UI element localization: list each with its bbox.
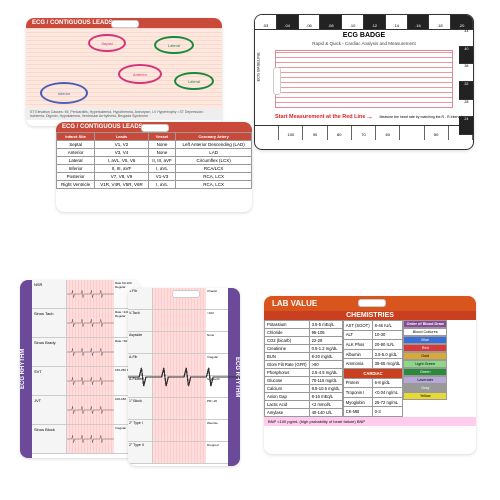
tube-color: Green xyxy=(403,368,447,376)
lab-value-card: LAB VALUE CHEMISTRIES Potassium3.5-5 mEq… xyxy=(264,296,476,454)
region-oval: Lateral xyxy=(174,72,214,90)
region-oval: Anterior xyxy=(118,64,162,84)
tube-order: Order of Blood Draw Blood CulturesBlueRe… xyxy=(403,320,447,417)
badge-slot xyxy=(141,124,169,132)
bottom-ruler: 1009080706050 xyxy=(255,125,473,140)
side-label: ECG RHYTHM xyxy=(20,280,32,458)
rhythm-row: 2° Type IIDropped xyxy=(128,442,228,464)
footer: BNP <100 pg/mL (high probability of hear… xyxy=(264,417,476,426)
chem-table-left: Potassium3.5-5 mEq/LChloride95-105CO2 (b… xyxy=(264,320,343,417)
badge-slot xyxy=(358,299,386,307)
rhythm-row: Sinus BlockIrregular xyxy=(32,425,140,454)
ecg-badge-ruler: .03.04.06.08.10.12.14.16.18.20 ECG BADGE… xyxy=(254,14,474,150)
leads-table: Infarct SiteLeadsVesselCoronary ArterySe… xyxy=(56,132,252,189)
rhythm-rows: NSRRate 60-100 RegularSinus TachRate >10… xyxy=(32,280,140,454)
ecg-leads-card-back: ECG / CONTIGUOUS LEADS Infarct SiteLeads… xyxy=(56,122,252,212)
top-scale: .03.04.06.08.10.12.14.16.18.20 xyxy=(255,15,473,30)
ecg-grid: ECG BASELINE xyxy=(275,50,453,108)
lab-body: Potassium3.5-5 mEq/LChloride95-105CO2 (b… xyxy=(264,320,476,417)
tube-color: Red xyxy=(403,344,447,352)
ecg-diagram: Septal Lateral Anterior Lateral Inferior xyxy=(26,28,222,108)
badge-title: ECG BADGE xyxy=(255,30,473,41)
rhythm-rows: V-FibChaoticV-Tach>100AsystoleNoneA-FibI… xyxy=(128,288,228,464)
baseline-label: ECG BASELINE xyxy=(256,52,261,81)
tube-color: Blue xyxy=(403,336,447,344)
tube-color: Lavender xyxy=(403,376,447,384)
ecg-rhythm-card-1: ECG RHYTHM NSRRate 60-100 RegularSinus T… xyxy=(20,280,140,458)
tube-color: Yellow xyxy=(403,392,447,400)
start-text: Start Measurement at the Red Line xyxy=(275,114,365,120)
rhythm-row: SVT150-250 Regular xyxy=(32,367,140,396)
ecg-rhythm-card-2: ECG RHYTHM V-FibChaoticV-Tach>100Asystol… xyxy=(128,288,240,466)
tube-color: Blood Cultures xyxy=(403,328,447,336)
region-oval: Septal xyxy=(88,34,126,52)
ecg-leads-card-front: ECG / CONTIGUOUS LEADS SeptalLateralAnte… xyxy=(26,18,222,126)
badge-subtitle: Rapid & Quick - Cardiac Analysis and Mea… xyxy=(255,41,473,46)
tube-color: Gold xyxy=(403,352,447,360)
arrow-icon: → xyxy=(365,112,373,121)
region-oval: Inferior xyxy=(40,82,88,104)
footer-text: ST Elevation Causes: MI, Pericarditis, H… xyxy=(26,108,222,120)
badge-slot xyxy=(273,67,281,95)
measure-text: Measure the heart rate by matching the R… xyxy=(379,115,462,119)
tube-color: Gray xyxy=(403,384,447,392)
tube-color: Light Green xyxy=(403,360,447,368)
rhythm-row: Sinus BradyRate <60 Regular xyxy=(32,338,140,367)
rhythm-row: JVT100-180 xyxy=(32,396,140,425)
rhythm-row: NSRRate 60-100 Regular xyxy=(32,280,140,309)
badge-slot xyxy=(111,20,139,28)
chem-table-mid: AST (SGOT)8-46 IU/LALT10-30ALK Phos20-90… xyxy=(343,320,404,417)
side-scale: .44.40.36.32.28.24 xyxy=(459,29,473,135)
chem-header: CHEMISTRIES xyxy=(264,311,476,320)
tubes-header: Order of Blood Draw xyxy=(403,320,447,328)
region-oval: Lateral xyxy=(154,36,194,54)
rhythm-row: Sinus TachRate >100 Regular xyxy=(32,309,140,338)
